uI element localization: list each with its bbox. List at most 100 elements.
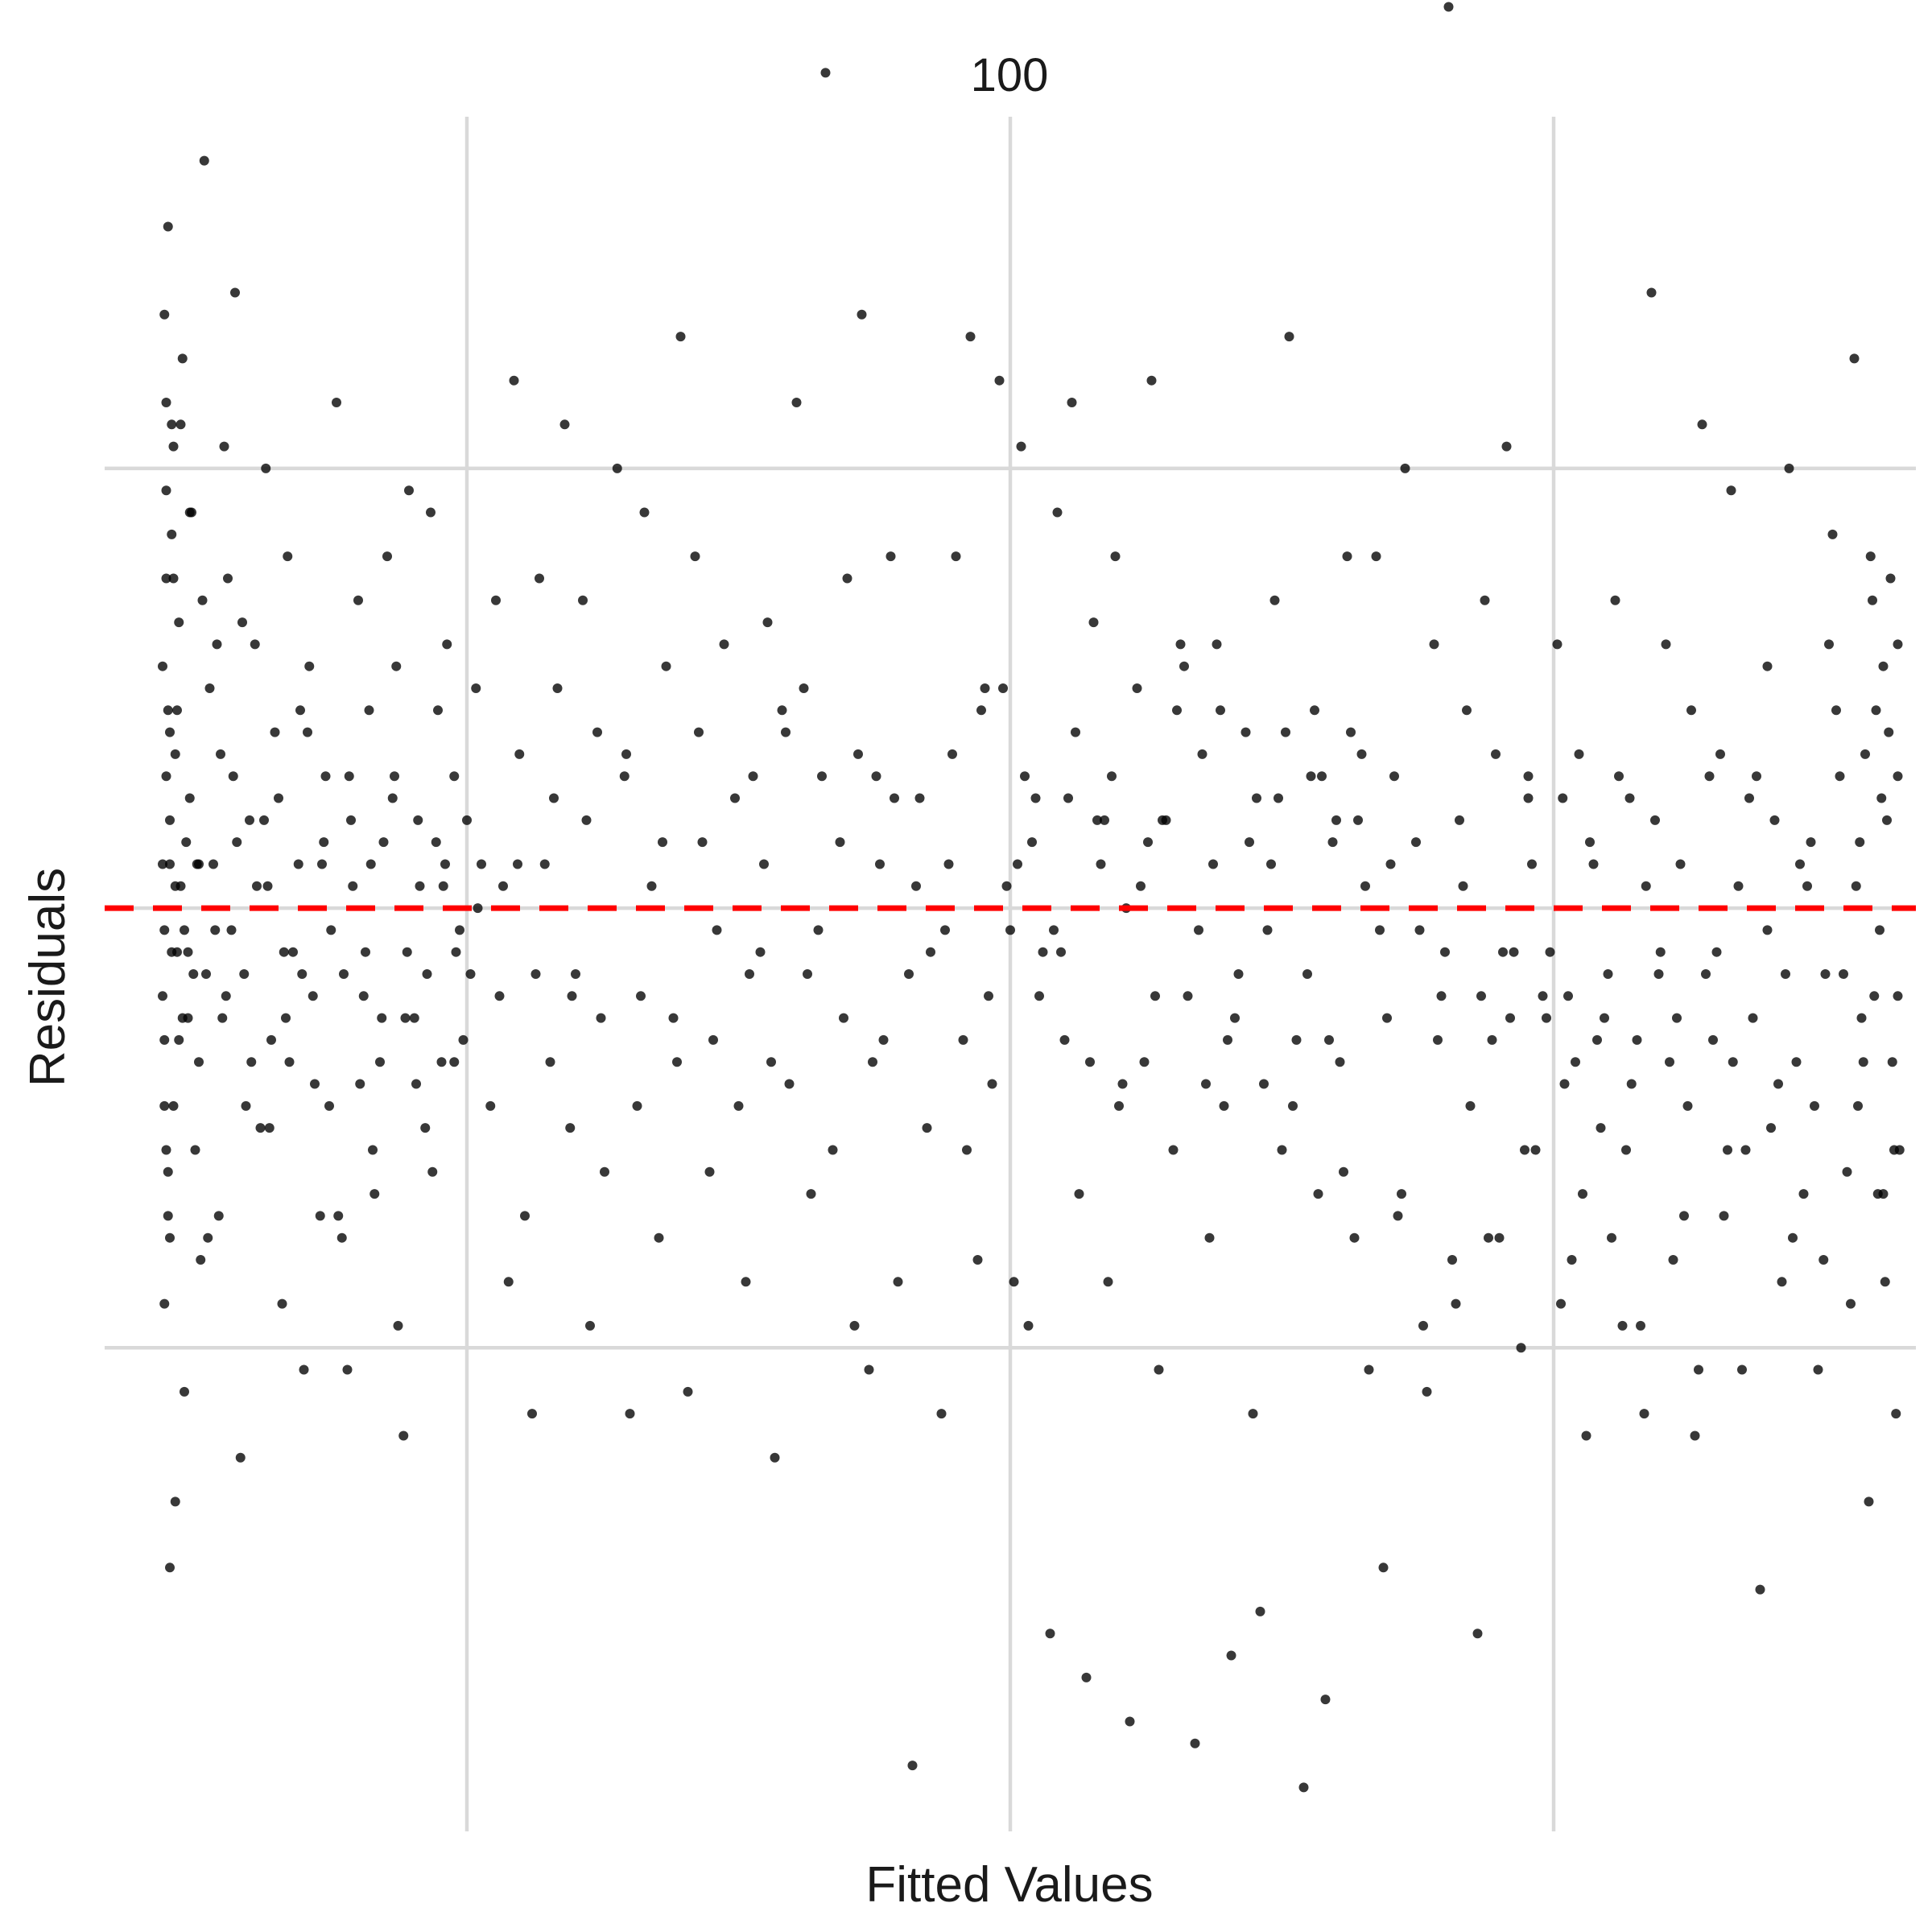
data-point (1248, 1409, 1258, 1419)
data-point (1219, 1100, 1229, 1111)
data-point (161, 398, 171, 407)
data-point (1588, 859, 1599, 869)
data-point (315, 1211, 325, 1221)
data-point (377, 1013, 387, 1023)
data-point (1538, 991, 1548, 1001)
y-axis-label: Residuals (20, 868, 76, 1087)
data-point (1563, 991, 1573, 1001)
data-point (1791, 1057, 1802, 1067)
data-point (426, 507, 436, 518)
data-point (1839, 969, 1848, 979)
data-point (1353, 815, 1363, 825)
data-point (820, 68, 831, 78)
data-point (1542, 1013, 1551, 1023)
data-point (1802, 881, 1812, 891)
data-point (1414, 925, 1425, 935)
data-point (199, 155, 209, 166)
data-point (1880, 1277, 1890, 1287)
data-point (1277, 1145, 1287, 1155)
data-point (1245, 837, 1254, 848)
data-point (1443, 2, 1454, 12)
data-point (180, 1386, 189, 1397)
data-point (320, 771, 331, 782)
data-point (926, 947, 935, 957)
data-point (274, 793, 283, 803)
data-point (871, 771, 881, 782)
data-point (1067, 398, 1077, 407)
data-point (264, 1123, 275, 1133)
data-point (1059, 1034, 1070, 1045)
data-point (1614, 771, 1624, 782)
data-point (1096, 859, 1106, 869)
data-point (159, 1034, 170, 1045)
data-point (1733, 881, 1744, 891)
data-point (326, 925, 336, 935)
data-point (159, 309, 170, 320)
data-point (625, 1409, 635, 1419)
data-point (1335, 1057, 1345, 1067)
data-point (1556, 1298, 1566, 1309)
data-point (232, 837, 242, 848)
data-point (1581, 1430, 1591, 1441)
data-point (1882, 815, 1892, 825)
data-point (1856, 1013, 1867, 1023)
data-point (1208, 859, 1218, 869)
data-point (212, 639, 222, 650)
data-point (766, 1057, 776, 1067)
data-point (1607, 1232, 1616, 1243)
data-point (324, 1100, 334, 1111)
data-point (1827, 529, 1838, 539)
data-point (279, 947, 289, 957)
data-point (1661, 639, 1671, 650)
data-point (1868, 595, 1877, 605)
data-point (415, 881, 425, 891)
data-point (277, 1298, 287, 1309)
data-point (1092, 815, 1102, 825)
data-point (420, 1123, 431, 1133)
data-point (223, 573, 233, 584)
data-point (462, 815, 472, 825)
data-point (965, 332, 976, 342)
data-point (1675, 859, 1686, 869)
data-point (378, 837, 389, 848)
data-point (661, 661, 671, 671)
data-point (158, 859, 167, 869)
data-point (1708, 1034, 1718, 1045)
data-point (878, 1034, 889, 1045)
data-point (1860, 749, 1870, 759)
data-point (1274, 793, 1283, 803)
data-point (1103, 1277, 1113, 1287)
data-point (1088, 617, 1099, 628)
data-point (390, 771, 399, 782)
data-point (1378, 1563, 1389, 1573)
data-point (654, 1232, 664, 1243)
data-point (539, 859, 550, 869)
data-point (1056, 947, 1066, 957)
data-point (355, 1079, 365, 1089)
data-point (1197, 749, 1208, 759)
data-point (962, 1145, 972, 1155)
data-point (1887, 1057, 1897, 1067)
data-point (228, 771, 238, 782)
data-point (317, 859, 327, 869)
data-point (1626, 1079, 1637, 1089)
data-point (1342, 551, 1352, 562)
data-point (1878, 661, 1889, 671)
data-point (1288, 1100, 1298, 1111)
data-point (1893, 991, 1903, 1001)
data-point (1030, 793, 1041, 803)
data-point (208, 859, 218, 869)
data-point (1773, 1079, 1783, 1089)
data-point (348, 881, 358, 891)
data-point (159, 925, 170, 935)
data-point (1552, 639, 1563, 650)
data-point (668, 1013, 679, 1023)
data-point (1400, 463, 1410, 473)
data-point (1818, 1255, 1829, 1265)
data-point (1641, 881, 1651, 891)
data-point (1433, 1034, 1443, 1045)
data-point (1871, 705, 1881, 716)
data-point (1723, 1145, 1732, 1155)
data-point (549, 793, 559, 803)
data-point (1653, 969, 1664, 979)
